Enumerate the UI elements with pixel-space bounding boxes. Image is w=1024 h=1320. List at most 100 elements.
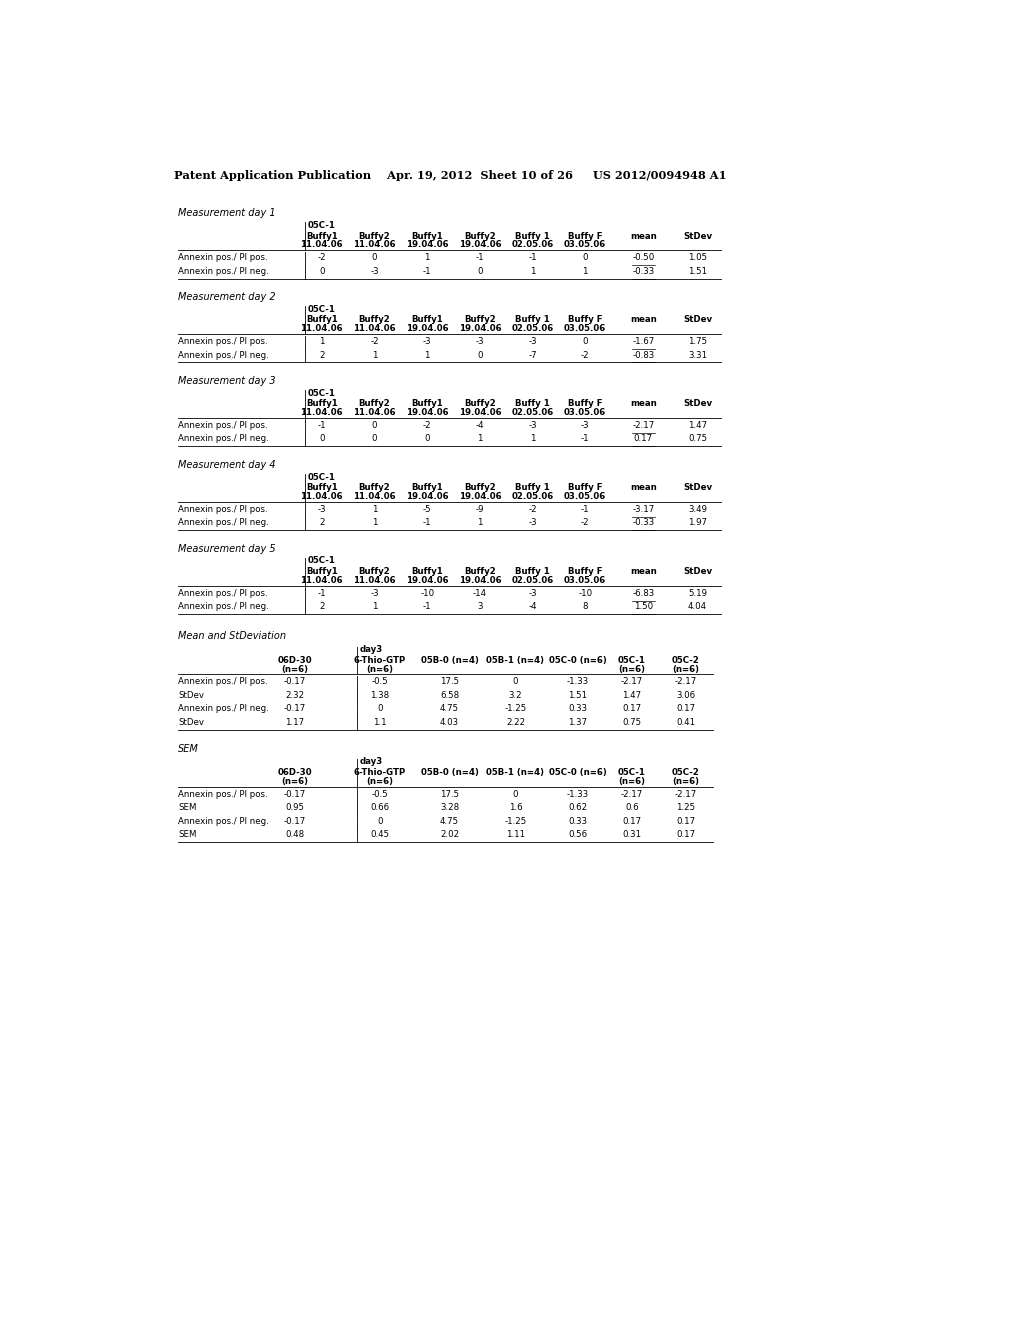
Text: -6.83: -6.83 [632,589,654,598]
Text: StDev: StDev [683,231,712,240]
Text: 5.19: 5.19 [688,589,708,598]
Text: 4.75: 4.75 [440,705,459,713]
Text: 3.31: 3.31 [688,351,708,359]
Text: -1: -1 [475,253,484,263]
Text: 02.05.06: 02.05.06 [511,408,554,417]
Text: -1: -1 [317,589,326,598]
Text: 1: 1 [477,434,482,444]
Text: Annexin pos./ PI neg.: Annexin pos./ PI neg. [178,267,269,276]
Text: Annexin pos./ PI pos.: Annexin pos./ PI pos. [178,789,268,799]
Text: Buffy2: Buffy2 [464,400,496,408]
Text: 19.04.06: 19.04.06 [459,408,501,417]
Text: Buffy2: Buffy2 [358,400,390,408]
Text: 1.51: 1.51 [568,690,587,700]
Text: day3: day3 [359,645,383,653]
Text: Buffy 1: Buffy 1 [515,315,550,325]
Text: 02.05.06: 02.05.06 [511,325,554,334]
Text: 11.04.06: 11.04.06 [353,240,395,249]
Text: 1.97: 1.97 [688,519,708,528]
Text: 06D-30: 06D-30 [278,768,312,777]
Text: StDev: StDev [178,690,205,700]
Text: -2.17: -2.17 [675,789,697,799]
Text: 6.58: 6.58 [440,690,459,700]
Text: StDev: StDev [178,718,205,727]
Text: -2: -2 [423,421,431,430]
Text: 19.04.06: 19.04.06 [459,240,501,249]
Text: 05B-1 (n=4): 05B-1 (n=4) [486,656,545,665]
Text: -3: -3 [370,589,379,598]
Text: Measurement day 5: Measurement day 5 [178,544,276,554]
Text: 11.04.06: 11.04.06 [300,325,343,334]
Text: -3: -3 [528,589,537,598]
Text: -2: -2 [317,253,326,263]
Text: SEM: SEM [178,804,197,812]
Text: 0: 0 [372,434,377,444]
Text: Measurement day 4: Measurement day 4 [178,461,276,470]
Text: 05C-1: 05C-1 [617,768,646,777]
Text: 1: 1 [583,267,588,276]
Text: 2: 2 [319,519,325,528]
Text: Buffy1: Buffy1 [306,483,338,492]
Text: 0: 0 [513,677,518,686]
Text: -0.33: -0.33 [632,267,654,276]
Text: Buffy2: Buffy2 [358,231,390,240]
Text: 11.04.06: 11.04.06 [353,408,395,417]
Text: -2.17: -2.17 [675,677,697,686]
Text: 4.04: 4.04 [688,602,708,611]
Text: 0.33: 0.33 [568,817,587,826]
Text: 3.06: 3.06 [677,690,695,700]
Text: 0: 0 [377,705,383,713]
Text: Buffy 1: Buffy 1 [515,400,550,408]
Text: 05C-1: 05C-1 [308,473,336,482]
Text: 0.33: 0.33 [568,705,587,713]
Text: -3: -3 [528,337,537,346]
Text: 3.2: 3.2 [509,690,522,700]
Text: -0.50: -0.50 [632,253,654,263]
Text: 0.41: 0.41 [677,718,695,727]
Text: 0: 0 [513,789,518,799]
Text: 05B-0 (n=4): 05B-0 (n=4) [421,656,478,665]
Text: (n=6): (n=6) [282,665,308,673]
Text: Buffy F: Buffy F [568,315,602,325]
Text: 1: 1 [372,602,377,611]
Text: 0: 0 [319,434,325,444]
Text: 0.17: 0.17 [677,705,695,713]
Text: 0.17: 0.17 [634,434,653,444]
Text: 1.38: 1.38 [371,690,389,700]
Text: 05C-0 (n=6): 05C-0 (n=6) [549,768,606,777]
Text: -2: -2 [581,519,590,528]
Text: 05B-1 (n=4): 05B-1 (n=4) [486,768,545,777]
Text: (n=6): (n=6) [673,665,699,673]
Text: SEM: SEM [178,743,199,754]
Text: Buffy F: Buffy F [568,231,602,240]
Text: 0.6: 0.6 [625,804,639,812]
Text: -1: -1 [423,267,431,276]
Text: 0.75: 0.75 [688,434,708,444]
Text: 11.04.06: 11.04.06 [353,492,395,502]
Text: Patent Application Publication    Apr. 19, 2012  Sheet 10 of 26     US 2012/0094: Patent Application Publication Apr. 19, … [174,170,727,181]
Text: Buffy 1: Buffy 1 [515,483,550,492]
Text: 1.17: 1.17 [285,718,304,727]
Text: 0: 0 [319,267,325,276]
Text: -0.83: -0.83 [632,351,654,359]
Text: 1.37: 1.37 [568,718,587,727]
Text: 19.04.06: 19.04.06 [459,325,501,334]
Text: 0: 0 [424,434,430,444]
Text: -2: -2 [370,337,379,346]
Text: Annexin pos./ PI pos.: Annexin pos./ PI pos. [178,506,268,513]
Text: Buffy 1: Buffy 1 [515,231,550,240]
Text: 1: 1 [529,434,536,444]
Text: Measurement day 1: Measurement day 1 [178,209,276,218]
Text: 1.47: 1.47 [688,421,708,430]
Text: Annexin pos./ PI neg.: Annexin pos./ PI neg. [178,519,269,528]
Text: (n=6): (n=6) [282,777,308,787]
Text: 0.17: 0.17 [623,817,641,826]
Text: (n=6): (n=6) [367,777,393,787]
Text: -1.33: -1.33 [566,789,589,799]
Text: Annexin pos./ PI neg.: Annexin pos./ PI neg. [178,705,269,713]
Text: 0.17: 0.17 [677,830,695,840]
Text: 0.95: 0.95 [285,804,304,812]
Text: -4: -4 [475,421,484,430]
Text: 3.28: 3.28 [440,804,459,812]
Text: Buffy1: Buffy1 [306,315,338,325]
